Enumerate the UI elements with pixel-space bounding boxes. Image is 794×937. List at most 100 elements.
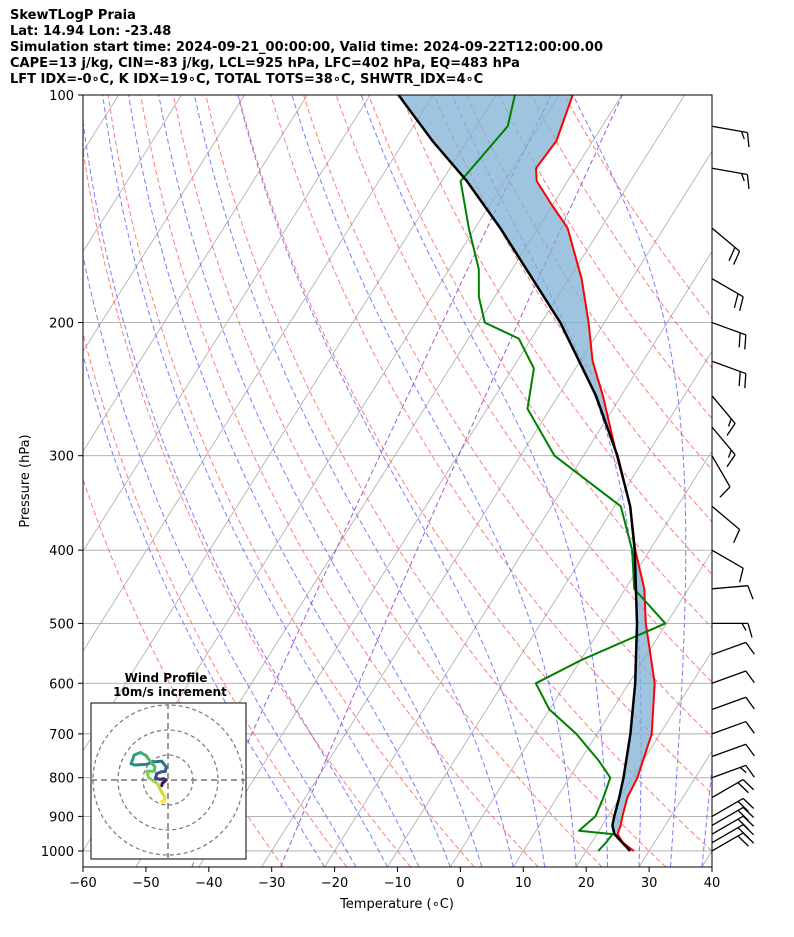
dry-adiabat [140,95,539,867]
y-tick-label: 200 [49,317,74,332]
wind-barb [711,426,736,468]
moist-adiabat [360,95,609,867]
barb-feather [739,567,744,583]
x-axis-label: Temperature (∘C) [339,897,454,912]
parcel-line [397,95,639,852]
barb-feather [739,296,744,312]
isotherm-line [765,95,794,867]
barb-staff [711,167,748,176]
barb-feather [733,250,741,265]
barb-feather [745,765,755,778]
wind-barb [711,743,755,758]
dry-adiabat [172,95,603,867]
barb-feather [747,623,753,638]
hodograph-segment [129,753,136,766]
y-tick-label: 500 [49,617,74,632]
wind-barb [711,797,755,817]
profile-lines [397,95,667,852]
barb-feather [737,782,749,794]
barb-feather [727,449,732,458]
wind-barb [712,622,753,638]
barb-feather [739,766,747,774]
barb-feather [737,835,749,847]
location-line: Lat: 14.94 Lon: -23.48 [10,24,172,39]
isotherm-line [575,650,712,867]
y-tick-label: 300 [49,450,74,465]
wind-barb [711,360,747,389]
dry-adiabat [237,95,712,852]
moist-adiabat [128,95,451,867]
barb-feather [727,418,732,427]
wind-barb [711,549,744,583]
barb-staff [711,641,747,656]
wind-barbs [711,125,755,852]
dry-adiabat [531,95,712,369]
barb-staff [711,549,744,569]
isotherm-line [261,150,712,867]
barb-feather [719,486,731,498]
barb-feather [745,696,755,710]
moist-adiabat [158,95,483,867]
background-lines [83,95,794,867]
wind-barb [711,395,736,436]
barb-feather [745,642,755,655]
dry-adiabat [270,95,712,795]
hodograph-subtitle: 10m/s increment [113,685,227,699]
dry-adiabat [107,95,475,867]
y-tick-label: 900 [49,810,74,825]
barb-feather [737,818,749,830]
isotherm-line [83,95,308,453]
wind-barb [711,832,755,852]
x-tick-label: −50 [132,876,159,891]
wind-barb [711,125,750,148]
x-tick-label: −10 [384,876,411,891]
isotherm-line [449,450,712,867]
isotherm-line [701,850,712,867]
dry-adiabat [83,146,412,867]
wind-barb [711,227,741,265]
cape-fill [398,95,655,851]
hodograph-inset: Wind Profile 10m/s increment [90,671,247,860]
y-axis-label: Pressure (hPa) [18,434,33,527]
isotherm-line [83,95,245,353]
wind-barb [711,720,755,735]
barb-staff [711,455,731,488]
barb-feather [742,779,755,791]
isotherm-line [198,95,686,867]
barb-feather [733,293,739,309]
barb-feather [746,132,750,148]
x-tick-label: 10 [515,876,532,891]
hodograph-ring [117,729,219,831]
isotherm-line [638,750,712,867]
barb-feather [746,174,750,190]
isotherm-line [324,250,712,867]
barb-feather [726,454,736,468]
barb-feather [745,721,755,734]
chart-title: SkewTLogP Praia [10,8,136,23]
x-tick-label: 30 [641,876,658,891]
barb-feather [742,797,755,809]
barb-feather [737,809,749,821]
wind-barb [711,779,755,799]
barb-feather [745,743,755,757]
barb-feather [733,529,741,544]
isotherm-line [83,95,371,552]
wind-barb [711,641,755,656]
moist-adiabat [451,95,642,867]
barb-feather [738,371,741,387]
isotherm-line [83,95,434,652]
dry-adiabat [400,95,712,576]
barb-feather [747,585,754,600]
dry-adiabat [83,331,348,867]
wind-barb [711,696,755,711]
dewpoint-line [459,95,667,852]
barb-feather [728,247,736,261]
hodograph-title: Wind Profile [125,671,208,685]
wind-barb [711,585,754,600]
barb-feather [745,670,755,684]
x-tick-label: 20 [578,876,595,891]
y-tick-label: 1000 [41,845,74,860]
dry-adiabat [368,95,712,629]
moist-adiabat [102,95,420,867]
